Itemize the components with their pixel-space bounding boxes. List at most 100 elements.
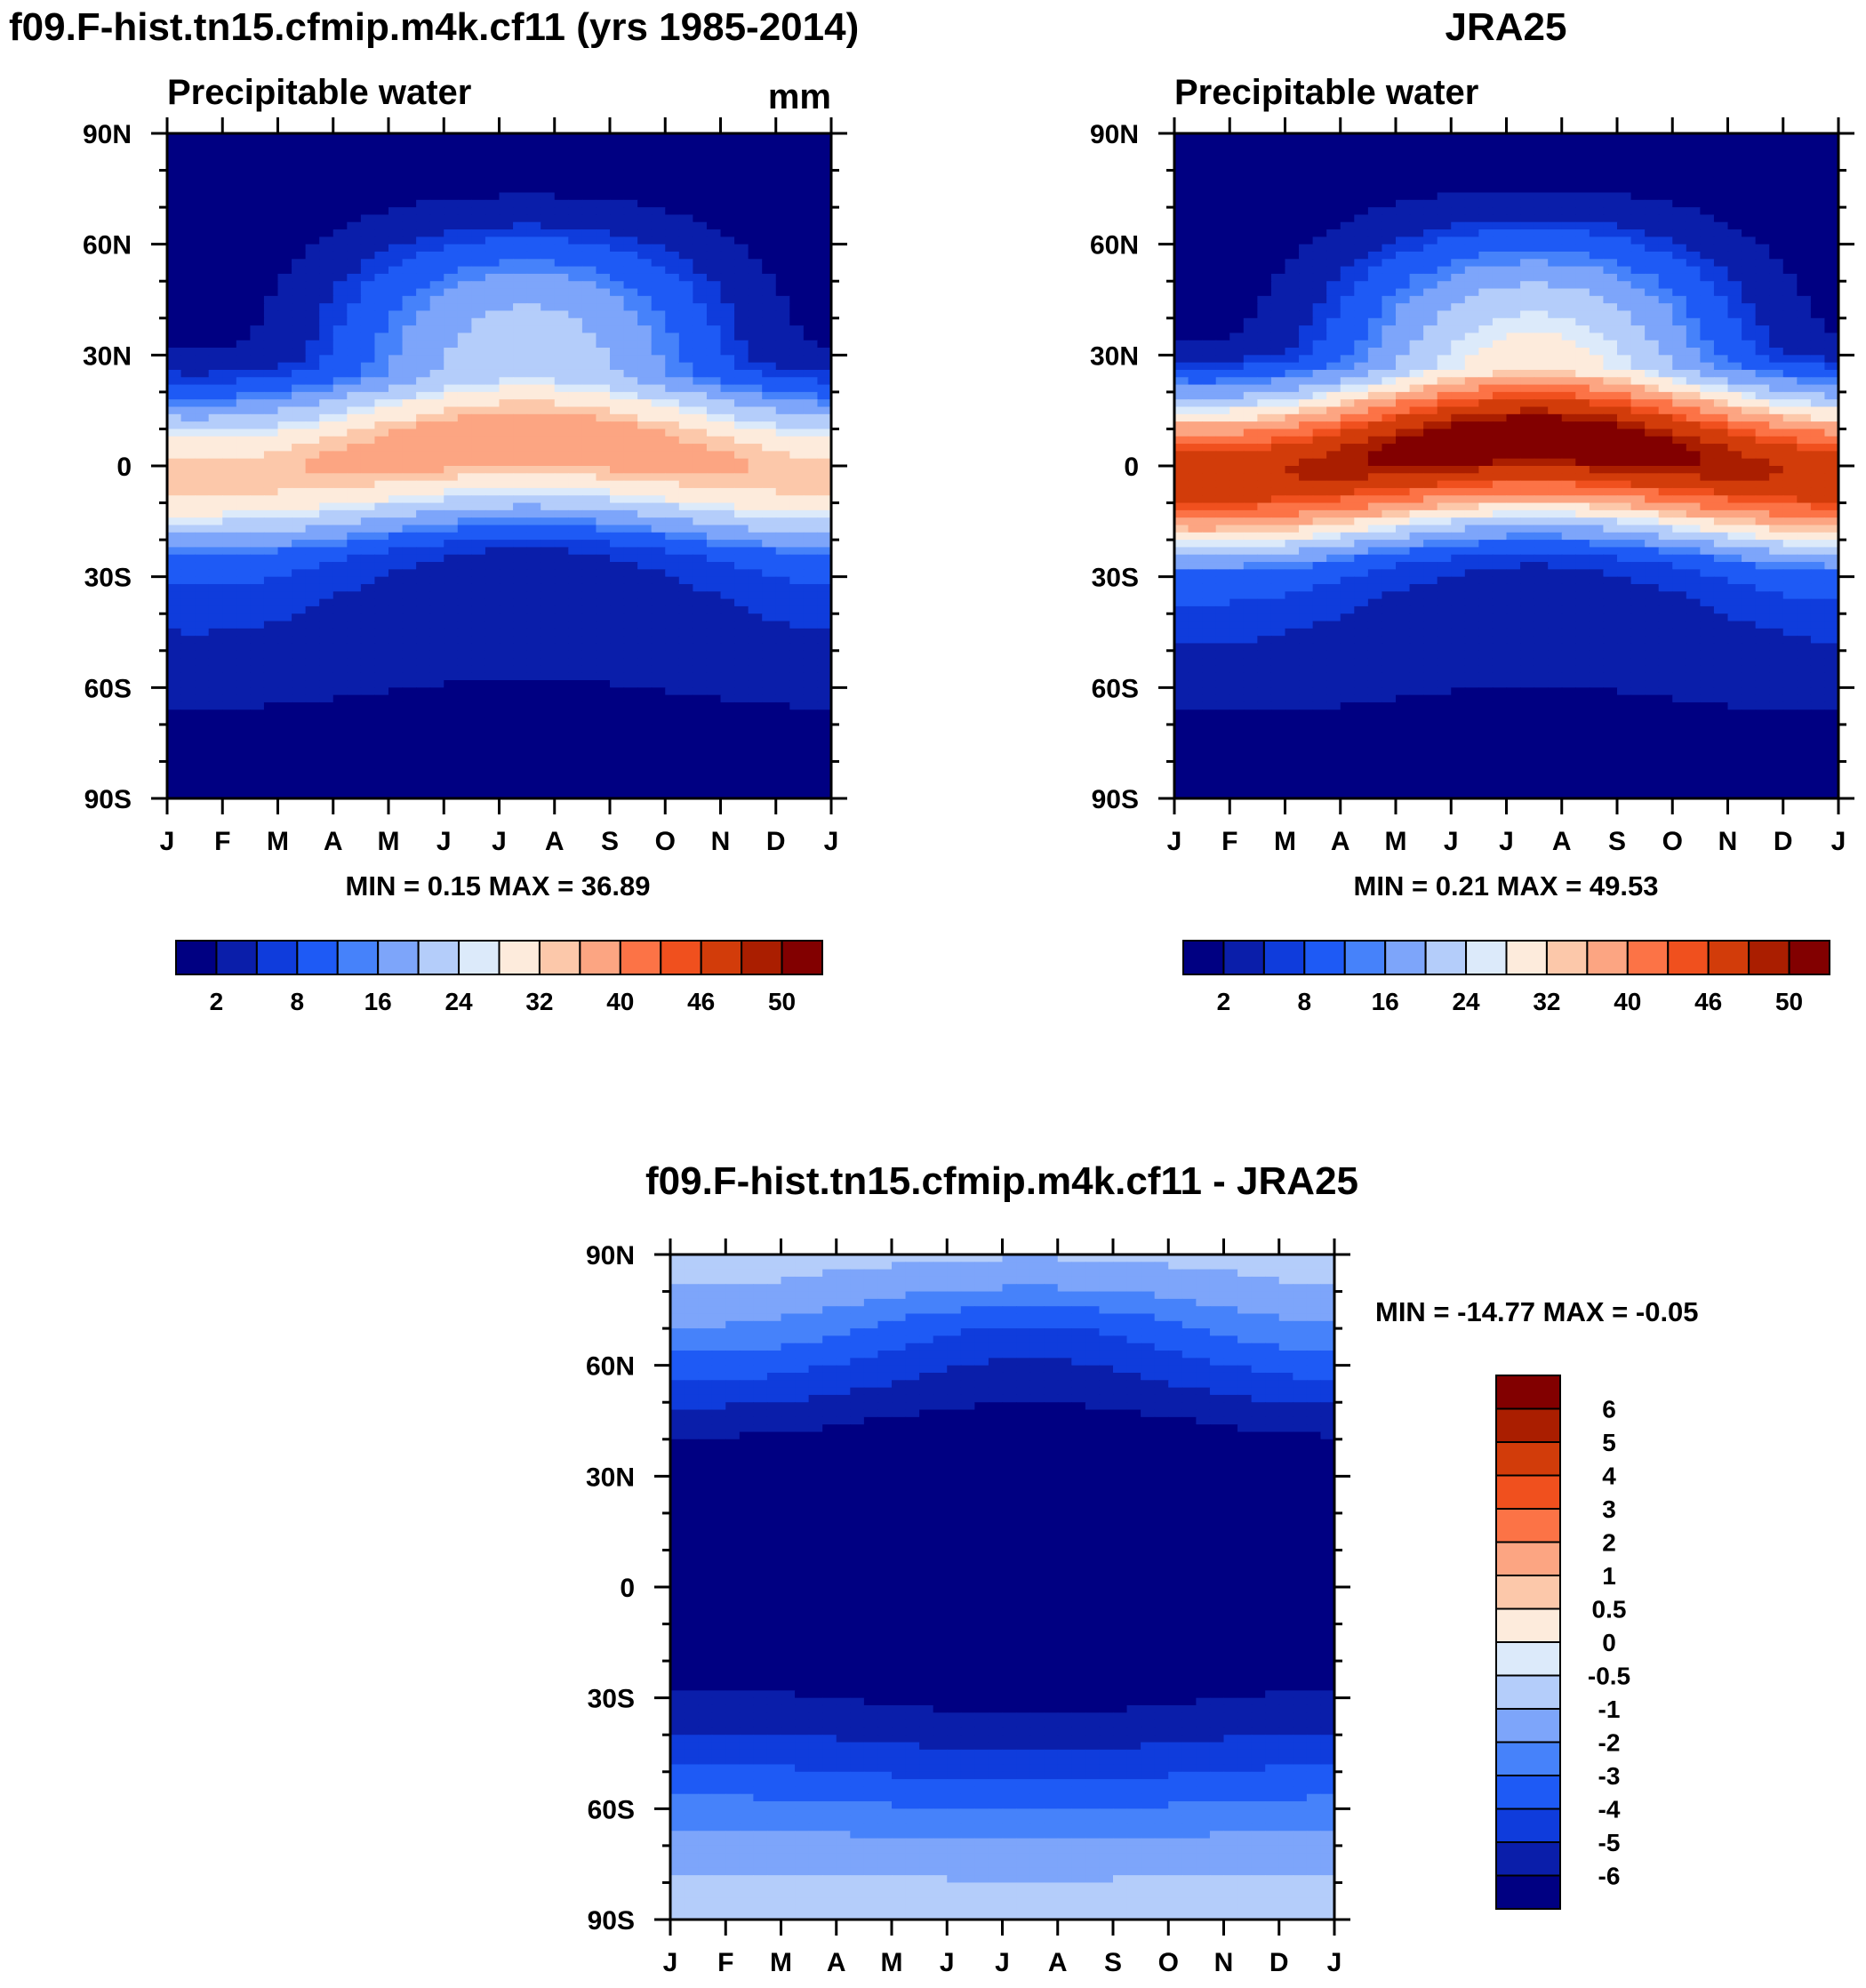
contour-cell	[457, 348, 472, 356]
contour-cell	[485, 451, 501, 460]
contour-cell	[1548, 192, 1563, 201]
contour-cell	[360, 185, 376, 194]
contour-cell	[610, 259, 625, 268]
contour-cell	[554, 281, 569, 290]
contour-cell	[388, 317, 404, 326]
contour-cell	[457, 214, 472, 223]
contour-cell	[610, 761, 625, 770]
contour-cell	[1713, 133, 1729, 141]
contour-cell	[1742, 207, 1757, 216]
contour-cell	[388, 790, 404, 799]
contour-cell	[581, 295, 597, 304]
contour-cell	[581, 665, 597, 674]
contour-cell	[195, 391, 210, 400]
contour-cell	[388, 680, 404, 688]
contour-cell	[402, 783, 417, 792]
contour-cell	[319, 413, 334, 422]
contour-cell	[1299, 133, 1314, 141]
contour-cell	[195, 273, 210, 282]
contour-cell	[596, 532, 611, 541]
contour-cell	[734, 214, 749, 223]
contour-cell	[332, 333, 348, 341]
contour-cell	[429, 687, 444, 696]
contour-cell	[526, 348, 541, 356]
contour-cell	[429, 717, 444, 725]
contour-cell	[1755, 185, 1770, 194]
contour-cell	[623, 480, 638, 489]
contour-cell	[471, 636, 486, 645]
contour-cell	[748, 790, 763, 799]
contour-cell	[775, 768, 790, 777]
contour-cell	[734, 672, 749, 681]
contour-cell	[1700, 170, 1715, 179]
contour-cell	[1299, 170, 1314, 179]
contour-cell	[429, 746, 444, 755]
contour-cell	[734, 643, 749, 652]
contour-cell	[1270, 170, 1286, 179]
contour-cell	[748, 133, 763, 141]
contour-cell	[637, 502, 653, 511]
contour-cell	[513, 643, 528, 652]
contour-cell	[748, 185, 763, 194]
contour-cell	[1312, 170, 1327, 179]
contour-cell	[499, 251, 514, 260]
contour-cell	[429, 384, 444, 393]
contour-cell	[526, 281, 541, 290]
contour-cell	[581, 214, 597, 223]
contour-cell	[471, 214, 486, 223]
contour-cell	[416, 717, 431, 725]
contour-cell	[706, 458, 722, 467]
contour-cell	[195, 244, 210, 253]
contour-cell	[706, 133, 722, 141]
contour-cell	[292, 413, 307, 422]
contour-cell	[1396, 170, 1411, 179]
contour-cell	[195, 340, 210, 349]
contour-cell	[596, 295, 611, 304]
contour-cell	[277, 687, 292, 696]
contour-cell	[180, 613, 196, 622]
contour-cell	[803, 266, 819, 275]
contour-cell	[250, 185, 265, 194]
contour-cell	[610, 636, 625, 645]
contour-cell	[720, 221, 735, 230]
contour-cell	[416, 621, 431, 629]
contour-cell	[734, 399, 749, 408]
contour-cell	[734, 658, 749, 666]
x-tick-label: J	[824, 827, 839, 856]
contour-cell	[457, 790, 472, 799]
contour-cell	[332, 694, 348, 703]
contour-cell	[292, 613, 307, 622]
contour-cell	[1381, 148, 1397, 156]
contour-cell	[180, 303, 196, 312]
contour-cell	[526, 303, 541, 312]
contour-cell	[277, 509, 292, 518]
contour-cell	[1243, 133, 1258, 141]
contour-cell	[499, 244, 514, 253]
contour-cell	[208, 236, 223, 245]
contour-cell	[665, 185, 680, 194]
contour-cell	[1270, 155, 1286, 164]
contour-cell	[457, 650, 472, 659]
contour-cell	[610, 509, 625, 518]
contour-cell	[526, 554, 541, 563]
contour-cell	[319, 207, 334, 216]
contour-cell	[568, 140, 583, 149]
contour-cell	[610, 273, 625, 282]
contour-cell	[693, 155, 708, 164]
contour-cell	[1589, 214, 1605, 223]
contour-cell	[388, 502, 404, 511]
contour-cell	[471, 406, 486, 415]
contour-cell	[360, 717, 376, 725]
contour-cell	[748, 761, 763, 770]
contour-cell	[236, 487, 251, 496]
contour-cell	[208, 199, 223, 208]
contour-cell	[526, 724, 541, 733]
contour-cell	[568, 502, 583, 511]
contour-cell	[637, 436, 653, 445]
contour-cell	[319, 199, 334, 208]
contour-cell	[554, 163, 569, 172]
contour-cell	[623, 591, 638, 600]
contour-cell	[762, 399, 777, 408]
contour-cell	[1299, 140, 1314, 149]
contour-cell	[817, 177, 832, 186]
